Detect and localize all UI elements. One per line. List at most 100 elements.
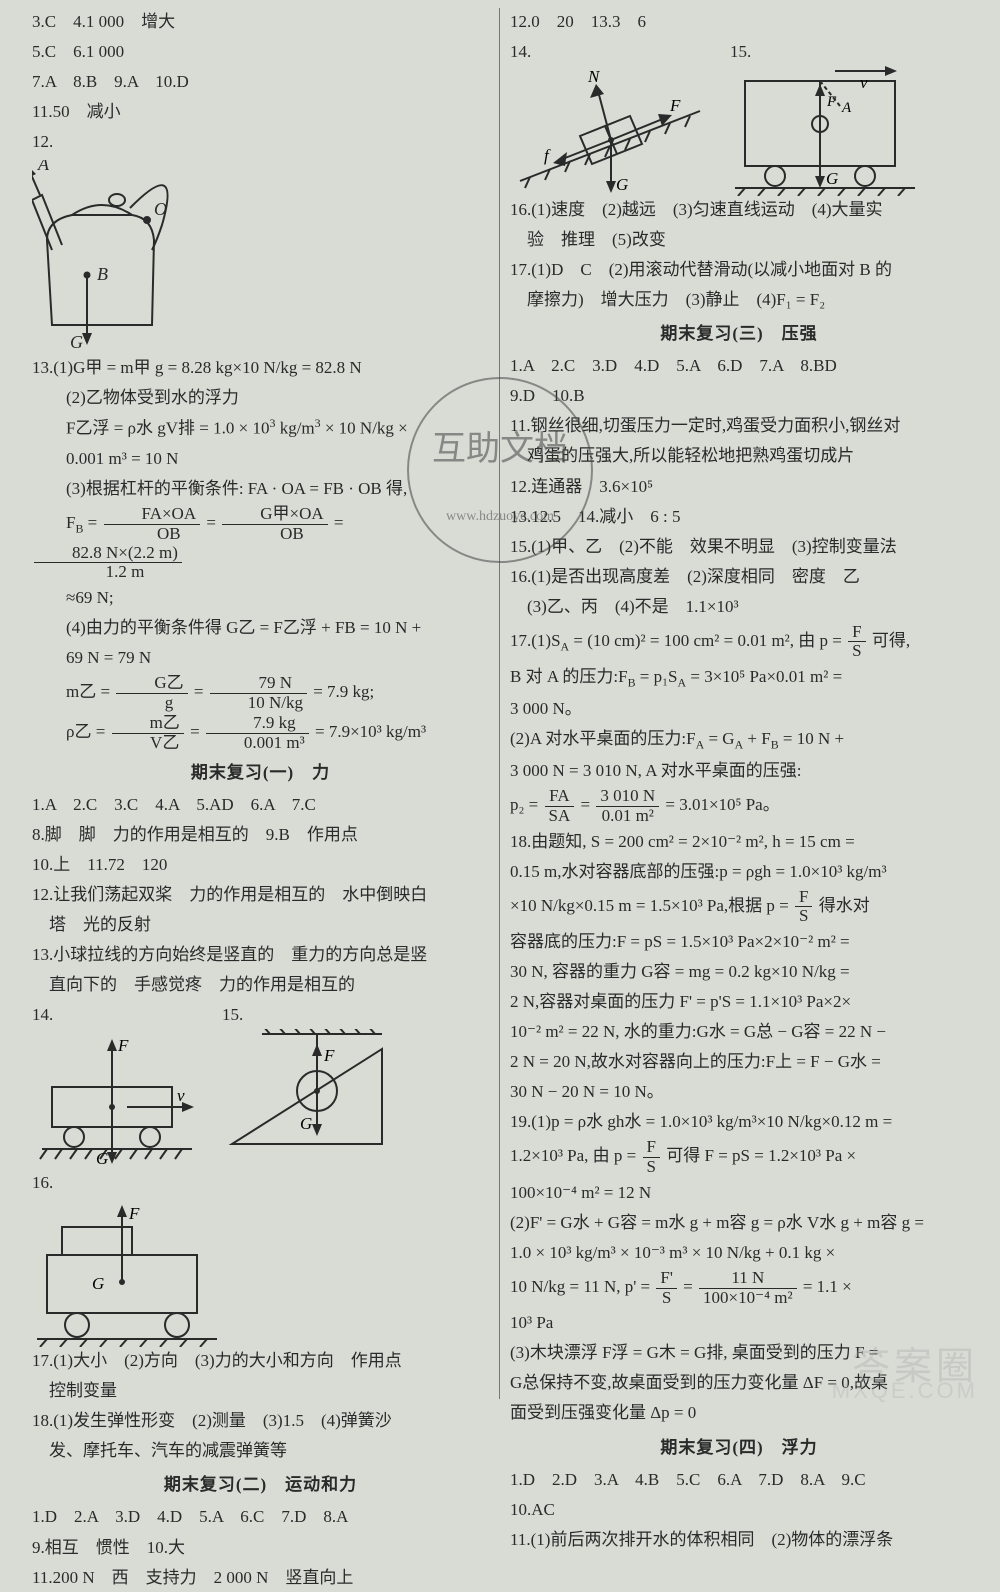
den: OB [104, 525, 201, 544]
watermark-stamp-icon: 互助文档 www.hdzuoye.com [400, 370, 600, 570]
txt: = [88, 513, 98, 532]
q18-line: 10⁻² m² = 22 N, 水的重力:G水 = G总 − G容 = 22 N… [510, 1018, 968, 1046]
label-G: G [96, 1149, 108, 1168]
txt: + F [747, 729, 770, 748]
q19-line: 1.0 × 10³ kg/m³ × 10⁻³ m³ × 10 N/kg + 0.… [510, 1239, 968, 1267]
txt: ×10 N/kg×0.15 m = 1.5×10³ Pa,根据 p = [510, 896, 793, 915]
num: F [848, 623, 865, 643]
fig-num-15: 15. [222, 1005, 243, 1024]
s1b-line: 控制变量 [32, 1377, 489, 1405]
q13-line: ρ乙 = m乙V乙 = 7.9 kg0.001 m³ = 7.9×10³ kg/… [32, 714, 489, 752]
s1-line: 塔 光的反射 [32, 911, 489, 939]
q18-line: 2 N = 20 N,故水对容器向上的压力:F上 = F − G水 = [510, 1048, 968, 1076]
txt: 可得 F = pS = 1.2×10³ Pa × [666, 1147, 856, 1166]
label-v: v [177, 1086, 185, 1105]
txt: (2)A 对水平桌面的压力:F [510, 729, 696, 748]
den: V乙 [112, 734, 184, 753]
s2-line: 1.D 2.A 3.D 4.D 5.A 6.C 7.D 8.A [32, 1503, 489, 1531]
left-column: 3.C 4.1 000 增大 5.C 6.1 000 7.A 8.B 9.A 1… [22, 8, 500, 1399]
q17-line: (2)A 对水平桌面的压力:FA = GA + FB = 10 N + [510, 725, 968, 755]
num: 79 N [210, 674, 307, 694]
watermark-bottom-url: MXQE.COM [832, 1373, 978, 1409]
txt: 10 N/kg = 11 N, p' = [510, 1277, 654, 1296]
num: F [643, 1138, 660, 1158]
fig-16-left: 16. F G [32, 1169, 489, 1347]
den: S [643, 1158, 660, 1177]
txt: kg/m [280, 419, 315, 438]
q13-line: (4)由力的平衡条件得 G乙 = F乙浮 + FB = 10 N + [32, 614, 489, 642]
txt: = G [708, 729, 734, 748]
num: 3 010 N [596, 787, 659, 807]
s4-line: 1.D 2.D 3.A 4.B 5.C 6.A 7.D 8.A 9.C [510, 1466, 968, 1494]
txt: 17.(1)S [510, 631, 561, 650]
s1b-line: 18.(1)发生弹性形变 (2)测量 (3)1.5 (4)弹簧沙 [32, 1407, 489, 1435]
txt: = 10 N + [783, 729, 844, 748]
ans-line: 12. [32, 128, 489, 156]
txt: 可得, [872, 631, 910, 650]
num: FA×OA [104, 505, 201, 525]
label-G: G [826, 169, 838, 188]
fig-teapot: A O B G [32, 160, 489, 350]
num: G甲×OA [222, 505, 327, 525]
num: G乙 [116, 674, 187, 694]
q17-line: B 对 A 的压力:FB = p₁SA = 3×10⁵ Pa×0.01 m² = [510, 663, 968, 693]
txt: = 1.1 × [803, 1277, 852, 1296]
txt: = (10 cm)² = 100 cm² = 0.01 m², 由 p = [573, 631, 846, 650]
q17-line: 3 000 N。 [510, 695, 968, 723]
q19-line: (2)F' = G水 + G容 = m水 g + m容 g = ρ水 V水 g … [510, 1209, 968, 1237]
s4-line: 11.(1)前后两次排开水的体积相同 (2)物体的漂浮条 [510, 1526, 968, 1554]
txt: = 7.9×10³ kg/m³ [315, 722, 426, 741]
num: F' [656, 1269, 677, 1289]
q18-line: 0.15 m,水对容器底部的压强:p = ρgh = 1.0×10³ kg/m³ [510, 858, 968, 886]
den: g [116, 694, 187, 713]
s1-line: 13.小球拉线的方向始终是竖直的 重力的方向总是竖 [32, 941, 489, 969]
heading-review-3: 期末复习(三) 压强 [510, 320, 968, 348]
label-A: A [37, 160, 50, 174]
figs-14-15-right: 14. [510, 38, 968, 196]
q13-line: m乙 = G乙g = 79 N10 N/kg = 7.9 kg; [32, 674, 489, 712]
q18-line: ×10 N/kg×0.15 m = 1.5×10³ Pa,根据 p = FS 得… [510, 888, 968, 926]
txt: m乙 = [66, 682, 114, 701]
s1-line: 1.A 2.C 3.C 4.A 5.AD 6.A 7.C [32, 791, 489, 819]
q19-line: 10³ Pa [510, 1309, 968, 1337]
txt: p₂ = [510, 795, 543, 814]
s2b-line: 16.(1)速度 (2)越远 (3)匀速直线运动 (4)大量实 [510, 196, 968, 224]
txt: × 10 N/kg × [325, 419, 408, 438]
txt: 1.2×10³ Pa, 由 p = [510, 1147, 641, 1166]
num: FA [545, 787, 575, 807]
num: 7.9 kg [206, 714, 309, 734]
ans-line: 12.0 20 13.3 6 [510, 8, 968, 36]
q19-line: 1.2×10³ Pa, 由 p = FS 可得 F = pS = 1.2×10³… [510, 1138, 968, 1176]
den: 0.01 m² [596, 807, 659, 826]
den: OB [222, 525, 327, 544]
q18-line: 容器底的压力:F = pS = 1.5×10³ Pa×2×10⁻² m² = [510, 928, 968, 956]
s1b-line: 17.(1)大小 (2)方向 (3)力的大小和方向 作用点 [32, 1347, 489, 1375]
num: F [795, 888, 812, 908]
s2b-line: 17.(1)D C (2)用滚动代替滑动(以减小地面对 B 的 [510, 256, 968, 284]
label-G: G [92, 1274, 104, 1293]
ans-line: 11.50 减小 [32, 98, 489, 126]
txt: = p₁S [640, 667, 678, 686]
heading-review-1: 期末复习(一) 力 [32, 759, 489, 787]
label-A: A [841, 100, 852, 116]
fig-num-16: 16. [32, 1173, 53, 1192]
num: 82.8 N×(2.2 m) [34, 544, 182, 564]
s1-line: 10.上 11.72 120 [32, 851, 489, 879]
den: S [656, 1289, 677, 1308]
txt: = 3×10⁵ Pa×0.01 m² = [690, 667, 842, 686]
label-f: f [544, 146, 551, 165]
q18-line: 30 N, 容器的重力 G容 = mg = 0.2 kg×10 N/kg = [510, 958, 968, 986]
watermark-text: 互助文档 [432, 430, 568, 468]
ans-line: 5.C 6.1 000 [32, 38, 489, 66]
label-O: O [154, 199, 167, 219]
s2b-line: 摩擦力) 增大压力 (3)静止 (4)F₁ = F₂ [510, 286, 968, 314]
txt: = 7.9 kg; [313, 682, 374, 701]
label-F: F [117, 1036, 129, 1055]
num: 11 N [699, 1269, 797, 1289]
num: m乙 [112, 714, 184, 734]
label-G: G [616, 175, 628, 194]
q19-line: 19.(1)p = ρ水 gh水 = 1.0×10³ kg/m³×10 N/kg… [510, 1108, 968, 1136]
s3-line: (3)乙、丙 (4)不是 1.1×10³ [510, 593, 968, 621]
q13-line: 69 N = 79 N [32, 644, 489, 672]
s1-line: 8.脚 脚 力的作用是相互的 9.B 作用点 [32, 821, 489, 849]
